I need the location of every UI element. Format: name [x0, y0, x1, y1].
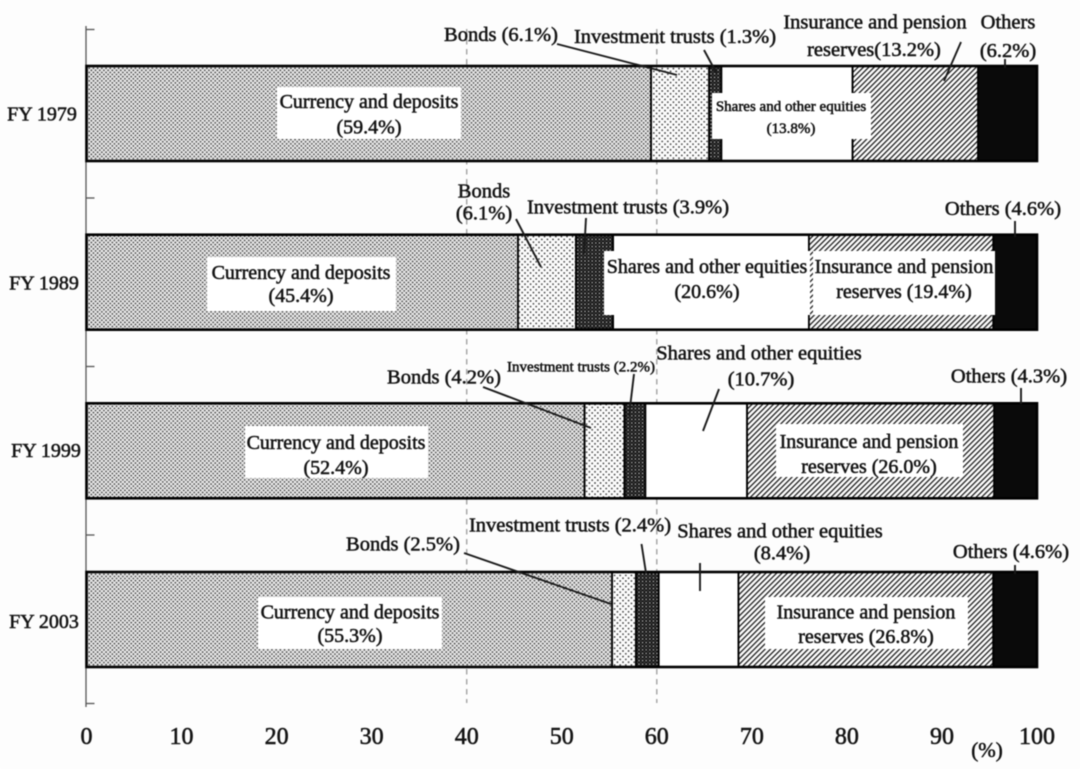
- svg-text:Currency and deposits: Currency and deposits: [280, 91, 459, 113]
- svg-text:80: 80: [835, 724, 859, 750]
- svg-text:FY 1989: FY 1989: [9, 273, 79, 295]
- svg-text:Currency and deposits: Currency and deposits: [261, 602, 440, 624]
- svg-text:Bonds (6.1%): Bonds (6.1%): [444, 24, 558, 46]
- svg-text:70: 70: [740, 724, 764, 750]
- svg-text:Others (4.6%): Others (4.6%): [945, 198, 1061, 220]
- svg-text:Investment trusts (3.9%): Investment trusts (3.9%): [527, 197, 729, 219]
- svg-text:Others: Others: [981, 12, 1036, 34]
- svg-text:(55.3%): (55.3%): [318, 625, 383, 647]
- svg-text:(13.8%): (13.8%): [767, 121, 816, 137]
- svg-text:Investment trusts (2.2%): Investment trusts (2.2%): [507, 360, 655, 376]
- svg-text:(59.4%): (59.4%): [337, 117, 402, 139]
- svg-text:(20.6%): (20.6%): [675, 281, 740, 303]
- svg-text:Investment trusts (2.4%): Investment trusts (2.4%): [469, 515, 671, 537]
- svg-text:Bonds: Bonds: [458, 181, 510, 203]
- svg-text:reserves (26.0%): reserves (26.0%): [801, 456, 937, 478]
- svg-text:90: 90: [930, 724, 954, 750]
- svg-text:50: 50: [550, 724, 574, 750]
- svg-text:Bonds (2.5%): Bonds (2.5%): [346, 534, 460, 556]
- svg-text:10: 10: [170, 724, 194, 750]
- svg-text:Shares and other equities: Shares and other equities: [677, 521, 883, 543]
- svg-text:reserves (19.4%): reserves (19.4%): [836, 281, 972, 303]
- svg-text:Currency and deposits: Currency and deposits: [247, 432, 426, 454]
- svg-text:40: 40: [455, 724, 479, 750]
- svg-text:(45.4%): (45.4%): [269, 285, 334, 307]
- svg-text:Insurance and pension: Insurance and pension: [783, 12, 966, 34]
- svg-text:(6.1%): (6.1%): [456, 203, 512, 225]
- svg-text:FY 2003: FY 2003: [9, 611, 79, 633]
- svg-text:Shares and other equities: Shares and other equities: [607, 256, 808, 278]
- svg-text:Bonds (4.2%): Bonds (4.2%): [387, 367, 501, 389]
- svg-text:(10.7%): (10.7%): [728, 369, 795, 391]
- svg-text:20: 20: [265, 724, 289, 750]
- svg-text:(%): (%): [971, 738, 1002, 762]
- svg-text:Shares and other equities: Shares and other equities: [716, 99, 867, 115]
- svg-text:Others (4.3%): Others (4.3%): [951, 366, 1067, 388]
- svg-text:reserves(13.2%): reserves(13.2%): [807, 39, 941, 61]
- svg-text:FY 1999: FY 1999: [11, 440, 81, 462]
- svg-text:(52.4%): (52.4%): [304, 457, 369, 479]
- svg-text:Others (4.6%): Others (4.6%): [953, 541, 1069, 563]
- svg-text:Shares and other equities: Shares and other equities: [656, 343, 862, 365]
- svg-text:(8.4%): (8.4%): [754, 543, 810, 565]
- svg-text:(6.2%): (6.2%): [980, 40, 1036, 62]
- svg-text:60: 60: [645, 724, 669, 750]
- svg-text:FY 1979: FY 1979: [7, 104, 77, 126]
- svg-text:30: 30: [360, 724, 384, 750]
- svg-text:Currency and deposits: Currency and deposits: [212, 262, 391, 284]
- svg-text:Insurance and pension: Insurance and pension: [780, 431, 959, 453]
- svg-text:0: 0: [81, 724, 93, 750]
- svg-text:reserves (26.8%): reserves (26.8%): [798, 626, 934, 648]
- svg-text:Investment trusts (1.3%): Investment trusts (1.3%): [574, 26, 776, 48]
- svg-text:100: 100: [1019, 724, 1055, 750]
- svg-text:Insurance and pension: Insurance and pension: [815, 256, 994, 278]
- svg-text:Insurance and pension: Insurance and pension: [777, 602, 956, 624]
